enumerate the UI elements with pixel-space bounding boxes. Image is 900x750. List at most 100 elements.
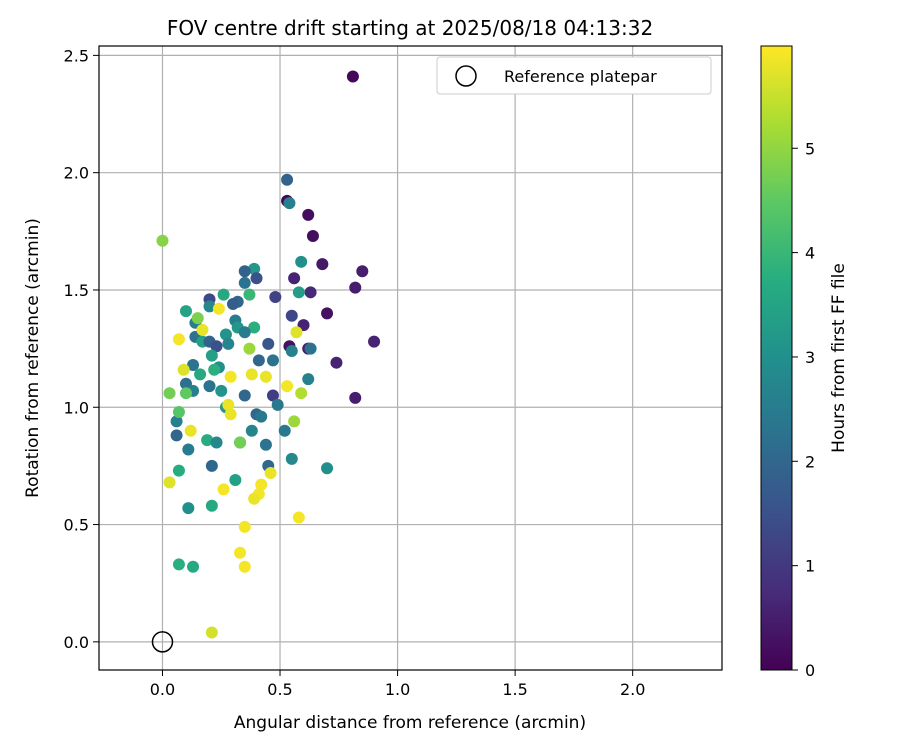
colorbar-tick-label: 3 bbox=[805, 348, 815, 367]
data-point bbox=[217, 288, 230, 301]
data-point bbox=[194, 368, 207, 381]
x-axis-title: Angular distance from reference (arcmin) bbox=[234, 713, 586, 733]
data-point bbox=[306, 230, 319, 243]
data-point bbox=[278, 424, 291, 437]
legend-box bbox=[436, 56, 712, 95]
data-point bbox=[238, 560, 251, 573]
reference-layer bbox=[151, 631, 174, 653]
data-point bbox=[224, 408, 237, 421]
x-tick-label: 2.0 bbox=[620, 680, 645, 699]
legend: Reference platepar bbox=[436, 56, 712, 95]
data-point bbox=[255, 478, 268, 491]
data-point bbox=[266, 354, 279, 367]
data-point bbox=[283, 197, 296, 210]
legend-marker bbox=[455, 65, 477, 87]
data-point bbox=[288, 272, 301, 285]
data-point bbox=[302, 373, 315, 386]
data-point bbox=[245, 368, 258, 381]
data-point bbox=[288, 415, 301, 428]
data-point bbox=[238, 265, 251, 278]
y-tick-label: 2.0 bbox=[64, 164, 89, 183]
x-tick-label: 0.0 bbox=[150, 680, 175, 699]
data-point bbox=[243, 342, 256, 355]
data-point bbox=[266, 389, 279, 402]
data-point bbox=[238, 326, 251, 339]
data-point bbox=[252, 354, 265, 367]
data-point bbox=[346, 70, 359, 83]
data-point bbox=[295, 387, 308, 400]
data-point bbox=[262, 337, 275, 350]
data-point bbox=[259, 370, 272, 383]
data-point bbox=[224, 370, 237, 383]
data-point bbox=[205, 459, 218, 472]
data-point bbox=[316, 258, 329, 271]
data-point bbox=[215, 384, 228, 397]
data-point bbox=[210, 436, 223, 449]
data-point bbox=[330, 356, 343, 369]
x-tick-label: 1.5 bbox=[502, 680, 527, 699]
data-point bbox=[238, 276, 251, 289]
data-point bbox=[285, 344, 298, 357]
data-point bbox=[222, 398, 235, 411]
data-point bbox=[234, 436, 247, 449]
data-point bbox=[163, 387, 176, 400]
data-point bbox=[172, 405, 185, 418]
data-point bbox=[269, 291, 282, 304]
x-tick-label: 0.5 bbox=[267, 680, 292, 699]
colorbar-tick-label: 2 bbox=[805, 452, 815, 471]
data-point bbox=[210, 340, 223, 353]
data-point bbox=[292, 286, 305, 299]
y-tick-label: 1.0 bbox=[64, 398, 89, 417]
data-point bbox=[182, 502, 195, 515]
data-point bbox=[179, 387, 192, 400]
data-point bbox=[172, 558, 185, 571]
y-tick-label: 0.0 bbox=[64, 633, 89, 652]
data-point bbox=[203, 380, 216, 393]
data-point bbox=[222, 337, 235, 350]
y-axis-title: Rotation from reference (arcmin) bbox=[23, 218, 43, 498]
data-point bbox=[304, 286, 317, 299]
data-point bbox=[208, 363, 221, 376]
data-point bbox=[349, 281, 362, 294]
data-point bbox=[172, 464, 185, 477]
y-axis-ticks: 0.0 0.5 1.0 1.5 2.0 2.5 bbox=[64, 46, 99, 652]
y-tick-label: 0.5 bbox=[64, 516, 89, 535]
data-point bbox=[271, 398, 284, 411]
data-point bbox=[292, 511, 305, 524]
colorbar-title: Hours from first FF file bbox=[829, 263, 849, 453]
data-point bbox=[212, 302, 225, 315]
data-point bbox=[217, 483, 230, 496]
data-point bbox=[163, 476, 176, 489]
colorbar-ticks: 0 1 2 3 4 5 bbox=[792, 139, 815, 680]
x-tick-label: 1.0 bbox=[385, 680, 410, 699]
data-point bbox=[248, 321, 261, 334]
data-point bbox=[156, 234, 169, 247]
reference-marker bbox=[151, 631, 174, 653]
data-point bbox=[285, 452, 298, 465]
plot-frame bbox=[98, 45, 723, 671]
data-point bbox=[227, 298, 240, 311]
data-point bbox=[177, 363, 190, 376]
data-point bbox=[259, 438, 272, 451]
data-point bbox=[295, 255, 308, 268]
colorbar: 0 1 2 3 4 5 Hours from first FF file bbox=[760, 45, 849, 680]
x-axis-ticks: 0.0 0.5 1.0 1.5 2.0 bbox=[150, 670, 645, 699]
data-point bbox=[321, 462, 334, 475]
data-point bbox=[281, 380, 294, 393]
data-point bbox=[170, 415, 183, 428]
data-point bbox=[321, 307, 334, 320]
colorbar-tick-label: 1 bbox=[805, 557, 815, 576]
data-point bbox=[203, 300, 216, 313]
data-point bbox=[281, 173, 294, 186]
data-point bbox=[302, 208, 315, 221]
data-point bbox=[349, 391, 362, 404]
data-point bbox=[245, 424, 258, 437]
data-point bbox=[205, 499, 218, 512]
data-point bbox=[229, 473, 242, 486]
data-point bbox=[191, 312, 204, 325]
colorbar-gradient bbox=[760, 45, 793, 671]
data-point bbox=[201, 434, 214, 447]
data-point bbox=[304, 342, 317, 355]
data-point bbox=[250, 272, 263, 285]
